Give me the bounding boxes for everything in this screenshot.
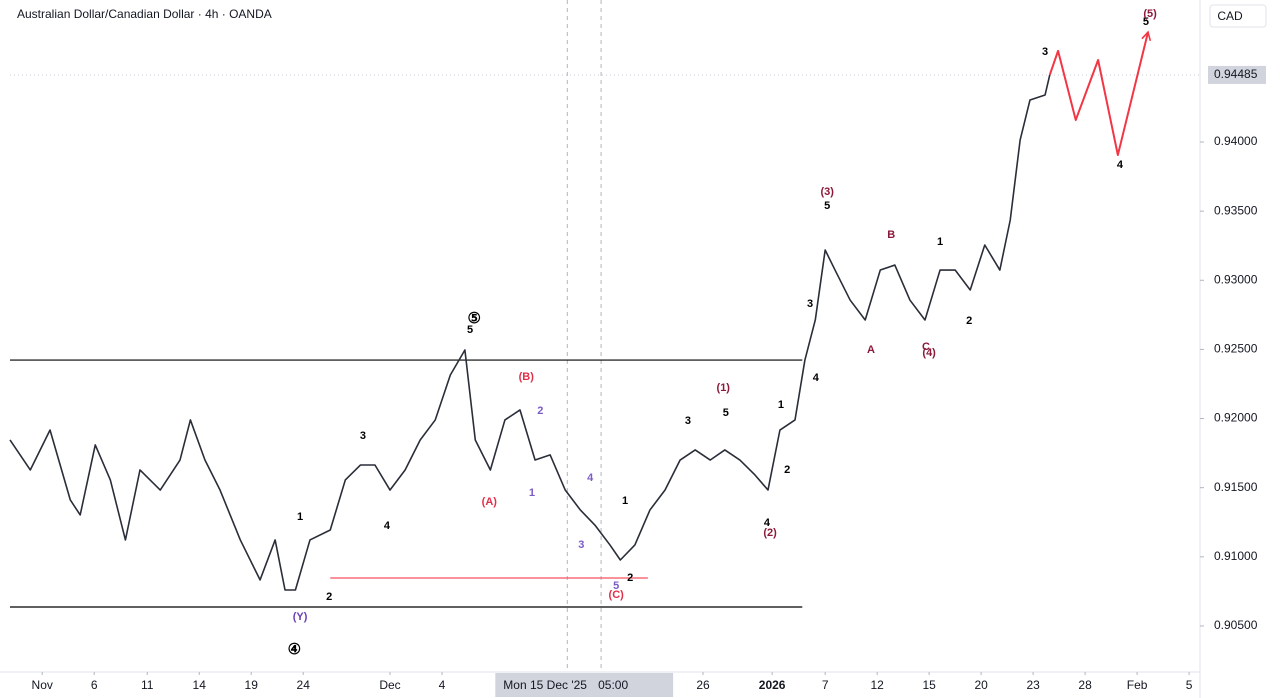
wave-label: 2: [326, 591, 332, 603]
chart-title: Australian Dollar/Canadian Dollar · 4h ·…: [17, 7, 272, 21]
wave-label: (3): [821, 186, 835, 198]
y-tick-label: 0.93500: [1214, 203, 1258, 217]
price-line: [9, 74, 1051, 591]
wave-label: 3: [807, 298, 813, 310]
y-tick-label: 0.92500: [1214, 342, 1258, 356]
wave-label: 5: [467, 324, 473, 336]
wave-label: (1): [717, 382, 731, 394]
wave-label: 1: [622, 495, 628, 507]
wave-label: ④: [288, 641, 301, 658]
x-tick-label: 12: [870, 678, 884, 692]
crosshair-date: Mon 15 Dec '25: [503, 678, 587, 692]
y-tick-label: 0.90500: [1214, 618, 1258, 632]
x-tick-label: 28: [1078, 678, 1092, 692]
wave-label: 1: [778, 399, 784, 411]
y-tick-label: 0.91500: [1214, 480, 1258, 494]
x-tick-label: 24: [297, 678, 311, 692]
wave-label: (5): [1143, 8, 1157, 20]
wave-label: 3: [685, 415, 691, 427]
wave-label: 2: [966, 315, 972, 327]
last-price-box: [1208, 65, 1266, 84]
wave-label: 1: [297, 511, 303, 523]
x-tick-label: 2026: [759, 678, 786, 692]
x-tick-label: 6: [91, 678, 98, 692]
currency: CAD: [1217, 9, 1243, 23]
wave-label: 1: [937, 236, 943, 248]
x-tick-label: 7: [822, 678, 829, 692]
arrowhead: [1141, 30, 1152, 41]
wave-label: (2): [763, 527, 777, 539]
last-price-label: 0.94485: [1214, 67, 1258, 81]
x-tick-label: 5: [1186, 678, 1193, 692]
wave-label: 3: [578, 539, 584, 551]
wave-label: 3: [1042, 46, 1048, 58]
x-tick-label: 14: [193, 678, 207, 692]
crosshair-label-box: [495, 673, 674, 697]
wave-label: 2: [784, 464, 790, 476]
x-tick-label: Feb: [1127, 678, 1148, 692]
wave-label: ⑤: [468, 310, 481, 327]
x-tick-label: 15: [922, 678, 936, 692]
y-tick-label: 0.91000: [1214, 549, 1258, 563]
wave-label: C: [922, 341, 930, 353]
wave-label: 4: [813, 372, 820, 384]
wave-label: 2: [537, 405, 543, 417]
wave-label: 5: [723, 407, 729, 419]
wave-label: 1: [529, 487, 535, 499]
wave-label: A: [867, 344, 875, 356]
wave-label: 5: [613, 580, 619, 592]
wave-label: (A): [482, 496, 498, 508]
wave-label: (C): [609, 589, 625, 601]
wave-label: 3: [360, 430, 366, 442]
wave-label: (4): [922, 347, 936, 359]
x-tick-label: 23: [1026, 678, 1040, 692]
currency-box[interactable]: [1209, 4, 1267, 28]
y-tick-label: 0.93000: [1214, 272, 1258, 286]
wave-label: 4: [587, 472, 594, 484]
wave-label: 5: [1143, 16, 1149, 28]
projection-line: [1048, 31, 1149, 157]
wave-label: 4: [1117, 159, 1124, 171]
wave-label: (Y): [293, 611, 308, 623]
wave-label: 2: [627, 572, 633, 584]
crosshair-time: 05:00: [598, 678, 628, 692]
wave-label: 4: [384, 520, 391, 532]
x-tick-label: 26: [696, 678, 710, 692]
x-tick-label: 19: [245, 678, 259, 692]
x-tick-label: Dec: [379, 678, 400, 692]
y-tick-label: 0.92000: [1214, 411, 1258, 425]
wave-label: 5: [824, 200, 830, 212]
x-tick-label: 20: [974, 678, 988, 692]
x-tick-label: 4: [439, 678, 446, 692]
wave-label: 4: [764, 517, 771, 529]
x-tick-label: Nov: [32, 678, 53, 692]
x-tick-label: 11: [141, 678, 154, 692]
y-tick-label: 0.94000: [1214, 134, 1258, 148]
wave-label: B: [887, 229, 895, 241]
wave-label: (B): [519, 371, 535, 383]
